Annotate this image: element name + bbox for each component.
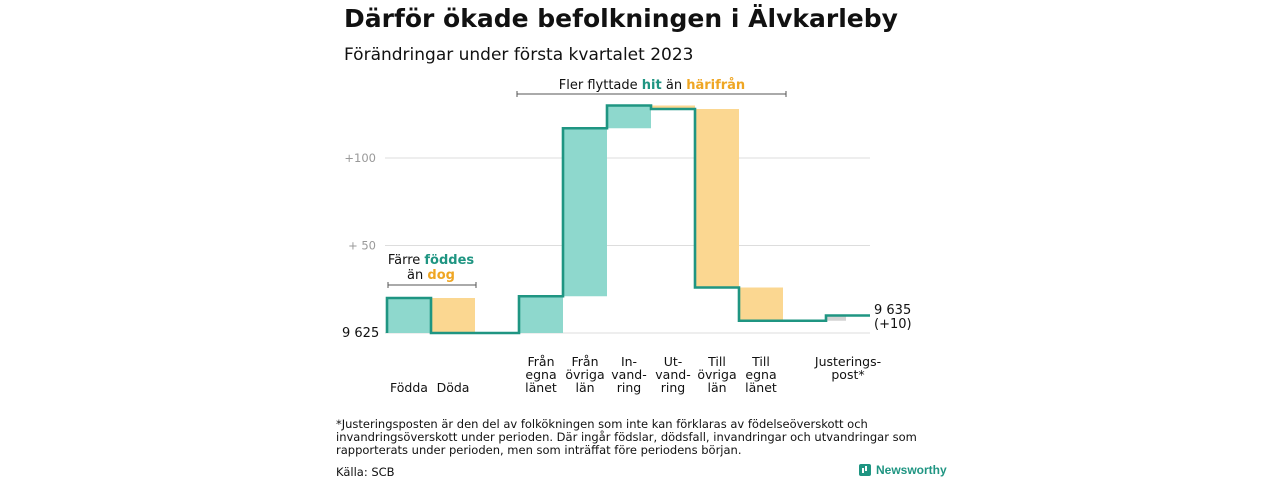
bar-step-2 (519, 296, 563, 333)
source-note: Källa: SCB (336, 465, 395, 479)
x-label-5: Ut-vand-ring (655, 354, 690, 395)
end-value-label: 9 635 (874, 303, 911, 318)
bar-step-5 (651, 105, 695, 109)
bar-step-4 (607, 105, 651, 129)
bar-step-3 (563, 128, 607, 297)
x-label-0: Födda (390, 380, 428, 395)
bar-step-0 (387, 298, 431, 333)
annotation-births-bracket (387, 282, 477, 288)
x-label-3: Från övriga län (565, 354, 604, 395)
footnote: *Justeringsposten är den del av folkökni… (336, 417, 917, 457)
annotation-moves: Fler flyttade hit än härifrån (559, 78, 745, 93)
brand-name: Newsworthy (876, 463, 947, 477)
bar-step-8 (826, 315, 846, 321)
x-label-2: Från egna länet (525, 354, 557, 395)
newsworthy-logo: Newsworthy (859, 463, 947, 477)
bar-step-6 (695, 109, 739, 288)
x-label-8: Justerings-post* (814, 354, 881, 382)
y-tick-label-0: + 50 (348, 239, 376, 253)
chart-logo-icon (859, 464, 871, 476)
x-label-7: Till egna länet (745, 354, 777, 395)
chart-title: Därför ökade befolkningen i Älvkarleby (344, 4, 898, 33)
x-label-6: Till övriga län (697, 354, 736, 395)
annotation-births-line1: Färre föddes (388, 253, 475, 268)
x-label-1: Döda (437, 380, 470, 395)
bar-step-1 (431, 298, 475, 333)
annotation-births-line2: än dog (407, 268, 455, 283)
start-value-label: 9 625 (342, 326, 379, 341)
x-label-4: In-vand-ring (611, 354, 646, 395)
end-change-label: (+10) (874, 317, 912, 332)
bar-step-7 (739, 287, 783, 321)
cumulative-line (385, 104, 870, 335)
y-tick-label-1: +100 (344, 151, 376, 165)
annotation-moves-bracket (516, 91, 787, 97)
chart-subtitle: Förändringar under första kvartalet 2023 (344, 45, 694, 65)
